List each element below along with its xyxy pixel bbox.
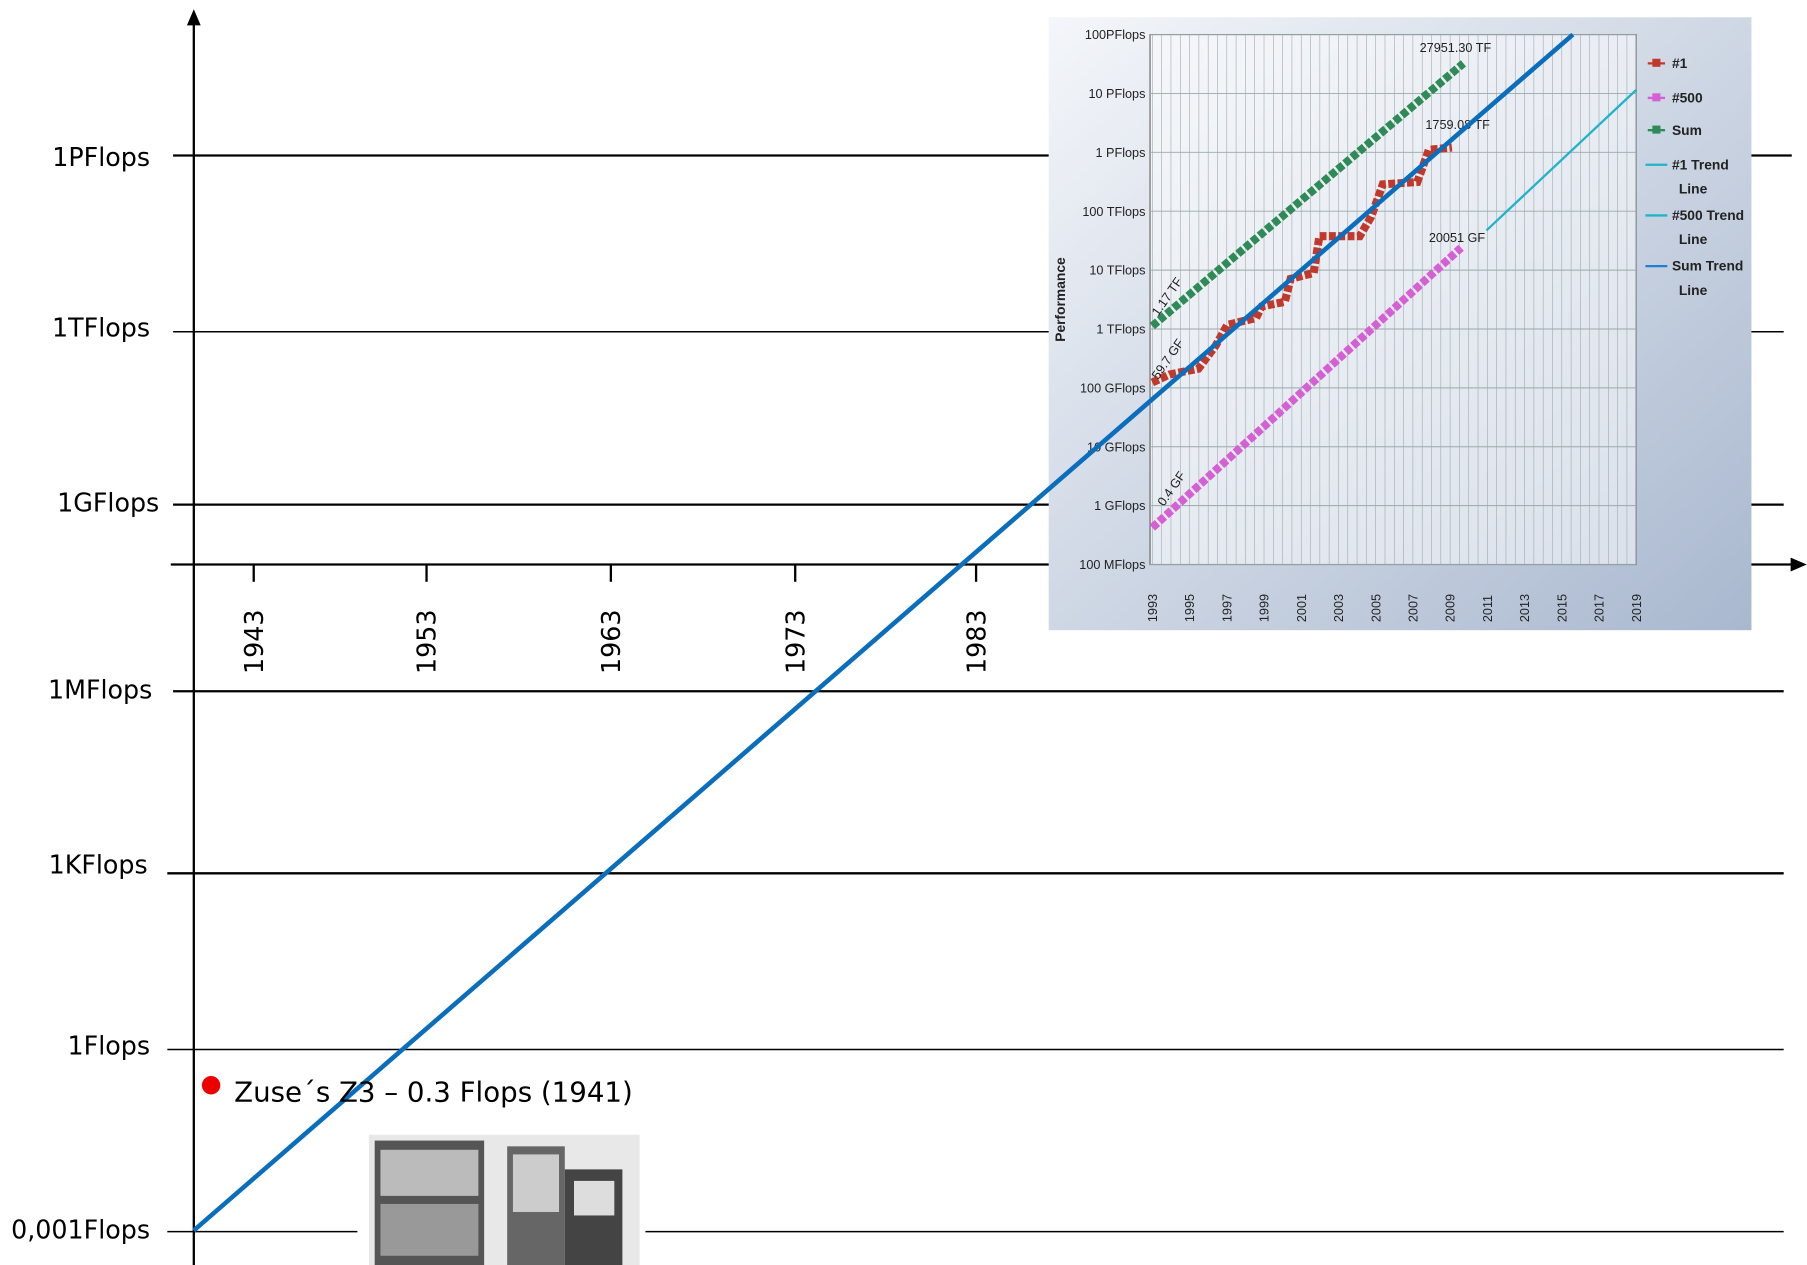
inset-x-tick: 2001: [1295, 594, 1309, 622]
year-label: 1953: [412, 610, 442, 674]
level-label: 1MFlops: [48, 674, 152, 704]
inset-x-tick: 2015: [1555, 594, 1569, 622]
inset-y-label: Performance: [1052, 257, 1068, 342]
z3-photo: [368, 1134, 640, 1265]
inset-y-tick: 10 TFlops: [1089, 264, 1145, 278]
inset-x-tick: 1997: [1220, 594, 1234, 622]
level-label: 1GFlops: [57, 488, 159, 518]
level-labels: 1PFlops 1TFlops 1GFlops 1MFlops 1KFlops …: [11, 142, 159, 1245]
inset-x-tick: 1999: [1258, 594, 1272, 622]
inset-x-tick: 2009: [1444, 594, 1458, 622]
inset-x-tick: 2011: [1481, 595, 1495, 622]
level-label: 1TFlops: [52, 312, 150, 342]
inset-plot: [1149, 33, 1637, 566]
inset-legend-line: Line: [1679, 282, 1708, 298]
inset-x-tick: 2003: [1332, 594, 1346, 622]
inset-legend-line: Sum Trend: [1672, 258, 1743, 274]
year-label: 1963: [596, 610, 626, 674]
y-arrow: [186, 9, 201, 26]
level-label: 1KFlops: [49, 849, 148, 879]
year-label: 1973: [780, 610, 810, 674]
annotation: Zuse´s Z3 – 0.3 Flops (1941): [234, 1075, 633, 1108]
inset-x-tick: 1993: [1146, 594, 1160, 622]
inset-legend-label: #1 Trend Line: [1672, 156, 1729, 196]
inset-y-tick: 100 MFlops: [1079, 558, 1145, 572]
z3-marker: [201, 1076, 221, 1095]
inset-grid: [1150, 34, 1637, 565]
inset-x-tick: 2017: [1593, 594, 1607, 622]
year-label: 1943: [239, 610, 269, 674]
inset-legend-label: #1: [1672, 55, 1688, 71]
inset-y-tick: 10 PFlops: [1088, 87, 1145, 101]
level-label: 1PFlops: [52, 142, 150, 172]
inset-legend-label: #500: [1672, 90, 1703, 106]
inset-legend-label: #500 Trend Line: [1672, 207, 1744, 247]
level-label: 0,001Flops: [11, 1215, 150, 1245]
inset-label: 27951.30 TF: [1420, 41, 1492, 55]
inset-trend: [1485, 89, 1638, 232]
inset-x-tick: 2013: [1518, 594, 1532, 622]
inset-legend-label: Sum Trend Line: [1672, 258, 1743, 298]
inset-y-tick: 1 PFlops: [1095, 146, 1145, 160]
inset-legend-label: Sum: [1672, 122, 1702, 138]
trend-line: [192, 32, 1575, 1233]
inset-label: 20051 GF: [1429, 231, 1486, 245]
year-labels: 1943 1953 1963 1973 1983: [239, 610, 991, 674]
inset-legend-line: #500 Trend: [1672, 207, 1744, 223]
inset-label: 1759.08 TF: [1425, 118, 1490, 132]
inset-legend-line: #1 Trend: [1672, 156, 1729, 172]
x-arrow: [1790, 557, 1807, 572]
inset-x-tick: 2007: [1407, 594, 1421, 622]
inset-y-tick: 1 TFlops: [1096, 323, 1145, 337]
level-label: 1Flops: [68, 1030, 151, 1060]
inset-y-tick: 100 GFlops: [1080, 381, 1145, 395]
inset-legend-line: Line: [1679, 181, 1708, 197]
inset-y-tick: 1 GFlops: [1094, 499, 1145, 513]
inset-y-tick: 100PFlops: [1085, 28, 1146, 42]
inset-y-tick: 100 TFlops: [1082, 205, 1145, 219]
inset-x-tick: 1995: [1183, 594, 1197, 622]
year-label: 1983: [961, 610, 991, 674]
inset-chart: Performance 27951.30 TF 1759.08 TF 20051…: [1048, 17, 1752, 631]
inset-legend-line: Line: [1679, 231, 1708, 247]
inset-x-tick: 2005: [1369, 594, 1383, 622]
inset-x-tick: 2019: [1630, 594, 1644, 622]
